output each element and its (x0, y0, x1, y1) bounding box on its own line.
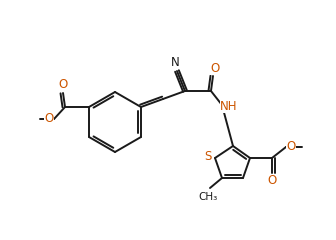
Text: S: S (204, 150, 212, 162)
Text: CH₃: CH₃ (198, 192, 218, 202)
Text: O: O (210, 61, 220, 74)
Text: O: O (58, 78, 68, 91)
Text: NH: NH (220, 100, 238, 113)
Text: O: O (44, 113, 54, 126)
Text: O: O (286, 139, 296, 152)
Text: N: N (171, 55, 179, 68)
Text: O: O (267, 174, 277, 187)
